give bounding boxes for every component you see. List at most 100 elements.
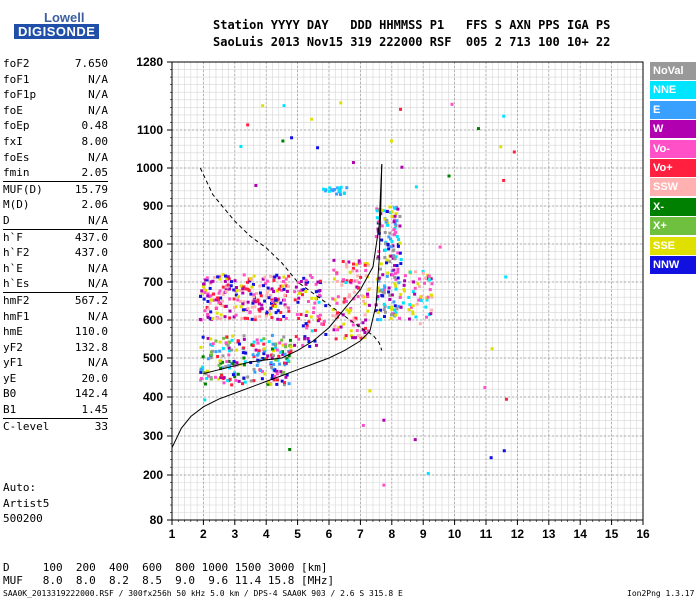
- echo-point: [344, 299, 348, 303]
- echo-point: [239, 305, 243, 309]
- echo-point: [280, 372, 284, 376]
- echo-point: [393, 275, 397, 279]
- echo-point: [303, 335, 307, 339]
- echo-point: [243, 380, 247, 384]
- echo-point: [304, 290, 308, 294]
- parameter-label: foF1: [3, 72, 30, 86]
- echo-point: [270, 377, 274, 381]
- legend-item: SSE: [650, 236, 696, 255]
- echo-point: [399, 305, 403, 309]
- echo-point: [237, 342, 241, 346]
- echo-point: [231, 373, 235, 377]
- echo-point: [285, 357, 289, 361]
- echo-point: [264, 282, 268, 286]
- echo-point: [379, 308, 383, 312]
- echo-point: [332, 328, 336, 332]
- parameter-row: hmF2 567.2: [3, 293, 108, 309]
- echo-point: [309, 315, 313, 319]
- parameter-row: MUF(D) 15.79: [3, 182, 108, 198]
- echo-point: [393, 263, 397, 267]
- echo-point: [202, 297, 206, 301]
- x-tick-label: 6: [326, 527, 333, 541]
- echo-point: [288, 351, 292, 355]
- y-tick-label: 300: [143, 429, 163, 443]
- echo-point: [209, 377, 213, 381]
- echo-point: [347, 311, 351, 315]
- echo-point: [382, 291, 386, 295]
- echo-point: [248, 311, 252, 315]
- parameter-value: N/A: [88, 356, 108, 370]
- echo-point: [355, 269, 359, 273]
- echo-point: [252, 274, 256, 278]
- echo-point: [198, 317, 202, 321]
- parameter-row: B1 1.45: [3, 402, 108, 419]
- echo-point: [283, 298, 287, 302]
- echo-point: [390, 269, 394, 273]
- echo-point: [387, 286, 391, 290]
- echo-point: [242, 346, 246, 350]
- echo-point: [383, 310, 387, 314]
- echo-point: [282, 361, 286, 365]
- echo-point: [379, 318, 383, 322]
- echo-point: [334, 315, 338, 319]
- echo-point: [357, 281, 361, 285]
- parameter-label: fmin: [3, 166, 30, 180]
- echo-point: [225, 360, 229, 364]
- echo-point: [388, 293, 392, 297]
- echo-point: [206, 294, 210, 298]
- echo-point: [429, 293, 433, 297]
- echo-point: [313, 328, 317, 332]
- echo-point: [338, 189, 342, 193]
- echo-point: [236, 339, 240, 343]
- echo-point: [257, 349, 261, 353]
- echo-point: [281, 139, 285, 143]
- echo-point: [254, 315, 258, 319]
- echo-point: [450, 102, 454, 106]
- echo-point: [270, 365, 274, 369]
- echo-point: [345, 265, 349, 269]
- echo-point: [220, 373, 224, 377]
- y-tick-label: 600: [143, 313, 163, 327]
- echo-point: [226, 379, 230, 383]
- echo-point: [358, 261, 362, 265]
- echo-point: [419, 299, 423, 303]
- legend-item: Vo+: [650, 158, 696, 177]
- echo-point: [339, 101, 343, 105]
- echo-point: [302, 288, 306, 292]
- muf-row: MUF 8.0 8.0 8.2 8.5 9.0 9.6 11.4 15.8 [M…: [3, 574, 335, 587]
- echo-point: [502, 449, 506, 453]
- echo-point: [393, 232, 397, 236]
- echo-point: [234, 293, 238, 297]
- echo-point: [398, 316, 402, 320]
- footer-file-info: SAA0K_2013319222000.RSF / 300fx256h 50 k…: [3, 589, 403, 598]
- echo-point: [258, 309, 262, 313]
- echo-point: [402, 283, 406, 287]
- echo-point: [344, 281, 348, 285]
- echo-point: [316, 146, 320, 150]
- echo-point: [341, 313, 345, 317]
- echo-point: [374, 309, 378, 313]
- echo-point: [230, 383, 234, 387]
- echo-point: [279, 350, 283, 354]
- echo-point: [242, 334, 246, 338]
- echo-point: [394, 207, 398, 211]
- echo-point: [263, 372, 267, 376]
- echo-point: [259, 307, 263, 311]
- echo-point: [221, 366, 225, 370]
- echo-point: [226, 343, 230, 347]
- parameter-value: 33: [94, 419, 108, 433]
- echo-point: [227, 359, 231, 363]
- parameter-row: foF2 7.650: [3, 56, 108, 72]
- echo-point: [284, 305, 288, 309]
- echo-point: [272, 363, 276, 367]
- echo-point: [259, 369, 263, 373]
- echo-point: [217, 377, 221, 381]
- echo-point: [380, 293, 384, 297]
- echo-point: [504, 397, 508, 401]
- echo-point: [388, 205, 392, 209]
- echo-point: [249, 292, 253, 296]
- echo-point: [234, 313, 238, 317]
- echo-point: [352, 316, 356, 320]
- echo-point: [275, 372, 279, 376]
- parameter-value: 15.79: [74, 182, 108, 196]
